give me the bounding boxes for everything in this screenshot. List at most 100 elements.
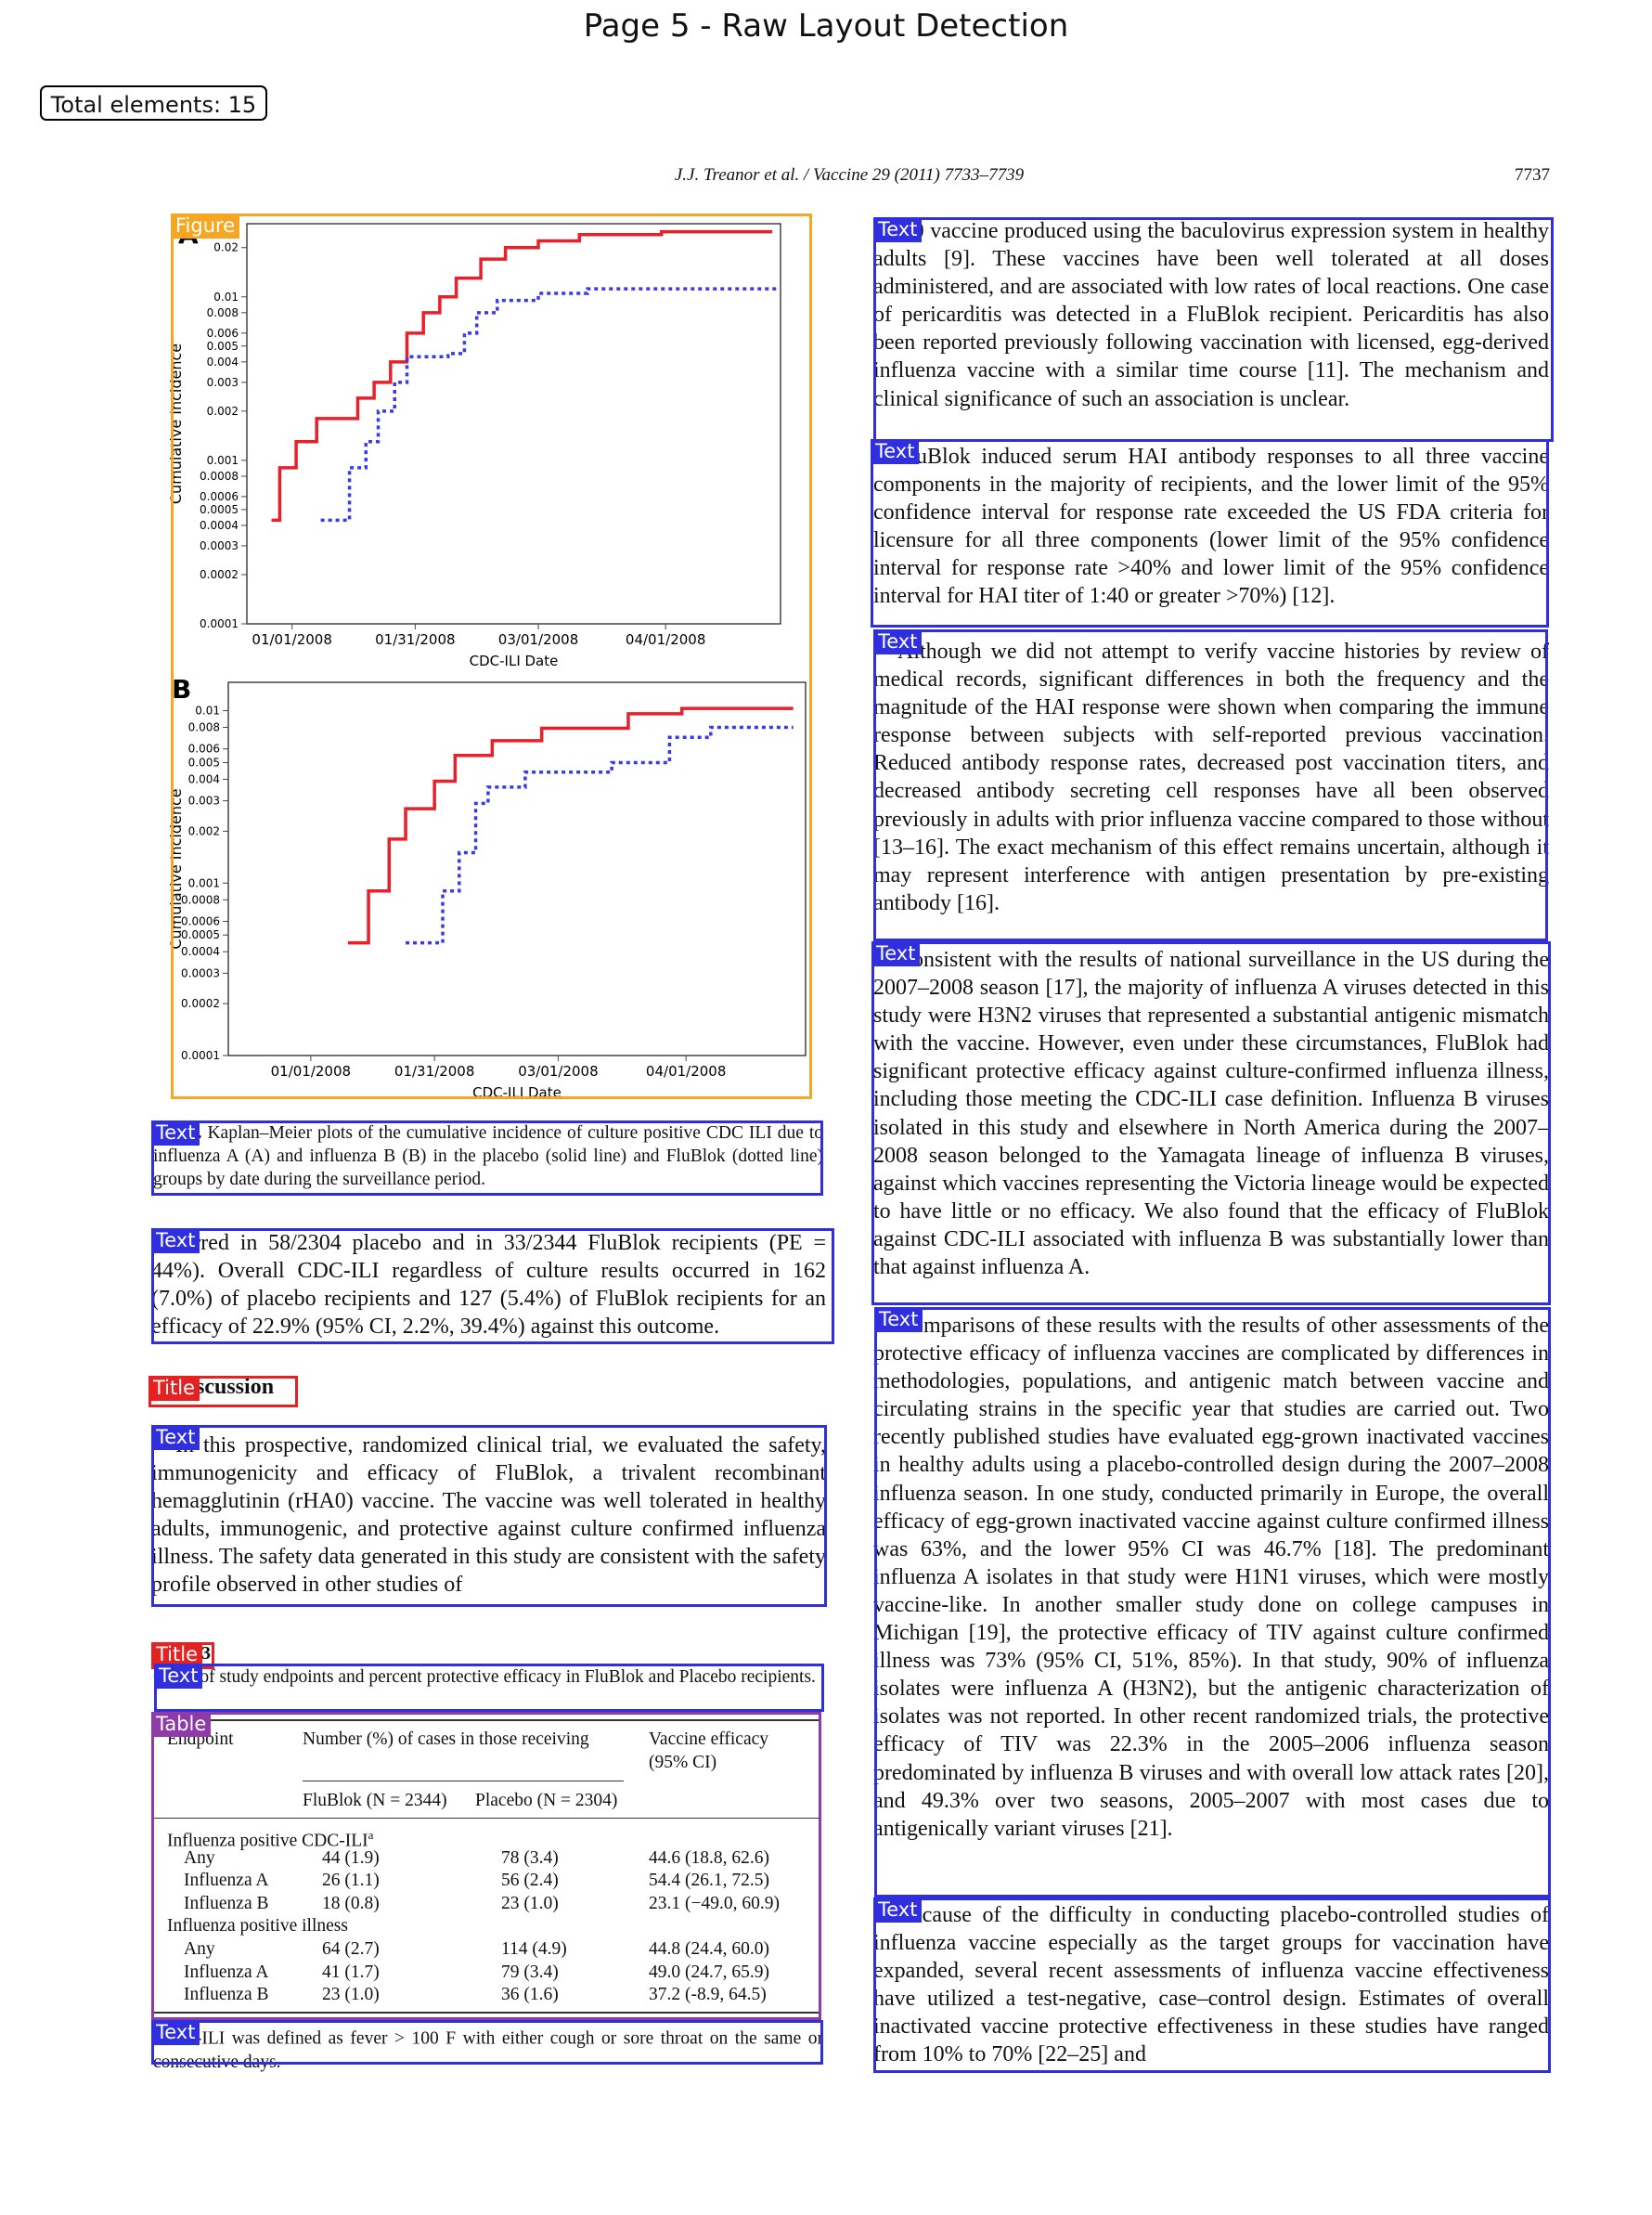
detection-box: Text [871,941,1551,1305]
table-group: Influenza positive CDC-ILIa [167,1828,374,1851]
y-tick-label: 0.0006 [181,914,220,927]
paragraph: FluBlok induced serum HAI antibody respo… [873,445,1549,609]
table-cell: 54.4 (26.1, 72.5) [649,1871,769,1891]
x-tick-label: 04/01/2008 [646,1063,726,1080]
detection-label: Figure [171,214,240,239]
table-cell: 49.0 (24.7, 65.9) [649,1962,769,1982]
table-cell: 44.8 (24.4, 60.0) [649,1939,769,1959]
detection-box: Text [873,629,1548,941]
paragraph: Comparisons of these results with the re… [873,1314,1549,1841]
paragraph: In this prospective, randomized clinical… [151,1433,826,1598]
table-cell: Any [184,1939,215,1959]
y-tick-label: 0.008 [188,721,220,734]
y-tick-label: 0.0001 [181,1049,220,1062]
table-header: Number (%) of cases in those receiving [303,1729,589,1749]
y-tick-label: 0.008 [207,306,239,319]
y-tick-label: 0.0002 [200,568,239,581]
table-subheader: FluBlok (N = 2344) [303,1791,447,1810]
detection-label: Text [873,629,923,654]
detection-box: Text [151,1425,827,1607]
detection-label: Table [151,1712,212,1737]
table-cell: 114 (4.9) [501,1939,567,1959]
y-tick-label: 0.003 [207,376,239,389]
detection-box: Text [871,439,1549,628]
running-title: J.J. Treanor et al. / Vaccine 29 (2011) … [674,165,1025,185]
detection-box: Text [151,2020,823,2065]
y-tick-label: 0.0003 [200,539,239,552]
y-tick-label: 0.0006 [200,490,239,503]
y-tick-label: 0.02 [213,241,239,254]
detection-box: Text [873,217,1554,442]
detection-box: Text [151,1228,834,1344]
table-cell: Influenza A [184,1962,269,1982]
y-tick-label: 0.004 [188,772,220,785]
table-cell: 23.1 (−49.0, 60.9) [649,1893,780,1913]
table-cell: 37.2 (-8.9, 64.5) [649,1985,767,2005]
x-tick-label: 01/01/2008 [252,631,331,648]
element-count: Total elements: 15 [40,85,267,121]
plot-frame [246,223,781,625]
km-curve [406,725,794,945]
detection-label: Text [873,217,923,242]
y-tick-label: 0.01 [213,291,239,304]
detection-label: Text [873,1898,923,1923]
y-tick-label: 0.004 [207,356,239,369]
km-curve [320,287,777,523]
footnote-mark: a [368,1828,374,1842]
table-cell: Influenza B [184,1985,269,2005]
table-cell: 41 (1.7) [322,1962,380,1982]
table-rule [154,1719,819,1721]
x-tick-label: 04/01/2008 [626,631,705,648]
page-number: 7737 [1515,165,1550,185]
y-tick-label: 0.0008 [181,893,220,906]
y-tick-label: 0.01 [195,705,220,718]
table-group: Influenza positive illness [167,1916,348,1937]
page-title: Page 5 - Raw Layout Detection [583,7,1069,45]
detection-label: Text [154,1664,203,1689]
table-cell: Influenza B [184,1893,269,1913]
y-tick-label: 0.0002 [181,997,220,1010]
y-tick-label: 0.002 [207,405,239,418]
table-cell: 36 (1.6) [501,1985,559,2005]
y-tick-label: 0.0005 [200,503,239,516]
table-cell: 64 (2.7) [322,1939,380,1959]
x-tick-label: 01/31/2008 [394,1063,474,1080]
detection-label: Text [871,439,920,464]
detection-box: Text [873,1898,1551,2073]
x-axis-label: CDC-ILI Date [470,653,559,669]
y-tick-label: 0.0001 [200,617,239,630]
paragraph: Because of the difficulty in conducting … [873,1903,1549,2067]
detection-label: Text [874,1307,923,1332]
paragraph: Although we did not attempt to verify va… [873,640,1549,915]
y-tick-label: 0.003 [188,795,220,808]
table-cell: 78 (3.4) [501,1847,559,1868]
paragraph: rHA0 vaccine produced using the baculovi… [873,219,1549,411]
y-tick-label: 0.002 [188,824,220,837]
table-cell: 44.6 (18.8, 62.6) [649,1847,769,1868]
detection-label: Title [148,1376,200,1401]
panel-letter: B [172,674,191,705]
y-tick-label: 0.001 [207,454,239,467]
table-cell: 56 (2.4) [501,1871,559,1891]
y-tick-label: 0.0008 [200,470,239,483]
detection-label: Text [151,2020,200,2045]
table: Endpoint Number (%) of cases in those rec… [0,0,819,2014]
detection-box: Title [151,1642,214,1669]
y-tick-label: 0.001 [188,876,220,889]
plot-frame [227,681,807,1056]
table-subheader: Placebo (N = 2304) [475,1791,618,1810]
table-cell: 44 (1.9) [322,1847,380,1868]
x-tick-label: 01/31/2008 [375,631,455,648]
table-cell: 23 (1.0) [322,1985,380,2005]
y-tick-label: 0.006 [188,743,220,756]
y-tick-label: 0.0004 [181,945,220,958]
km-curve [347,706,794,945]
detection-label: Text [151,1425,200,1450]
detection-label: Text [151,1120,200,1146]
detection-label: Text [151,1228,200,1253]
table-cell: Influenza A [184,1871,269,1891]
x-tick-label: 01/01/2008 [271,1063,351,1080]
paragraph: occurred in 58/2304 placebo and in 33/23… [151,1231,826,1340]
table-cell: 18 (0.8) [322,1893,380,1913]
km-curve [271,229,773,523]
